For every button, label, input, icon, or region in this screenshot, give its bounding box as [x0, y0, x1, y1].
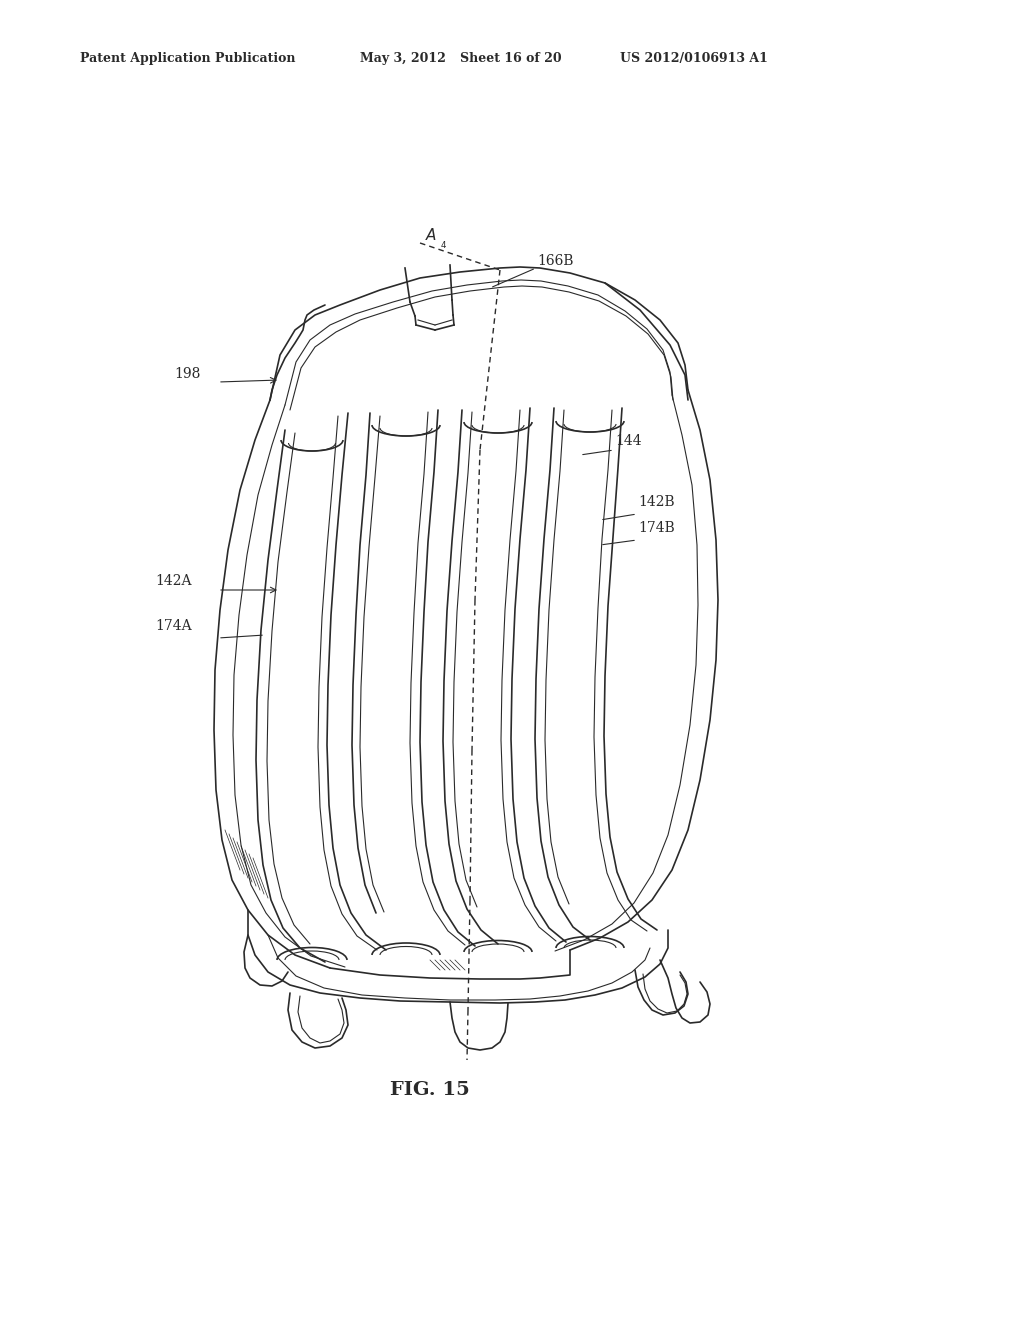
Text: $A$: $A$ — [425, 227, 437, 243]
Text: 166B: 166B — [537, 253, 573, 268]
Text: 142B: 142B — [638, 495, 675, 510]
Text: 174A: 174A — [155, 619, 191, 634]
Text: FIG. 15: FIG. 15 — [390, 1081, 470, 1100]
Text: Patent Application Publication: Patent Application Publication — [80, 51, 296, 65]
Text: 144: 144 — [615, 434, 642, 447]
Text: 174B: 174B — [638, 521, 675, 535]
Text: 198: 198 — [174, 367, 201, 381]
Text: May 3, 2012: May 3, 2012 — [360, 51, 445, 65]
Text: $_{4}$: $_{4}$ — [440, 238, 447, 251]
Text: 142A: 142A — [155, 574, 191, 587]
Text: US 2012/0106913 A1: US 2012/0106913 A1 — [620, 51, 768, 65]
Text: Sheet 16 of 20: Sheet 16 of 20 — [460, 51, 561, 65]
